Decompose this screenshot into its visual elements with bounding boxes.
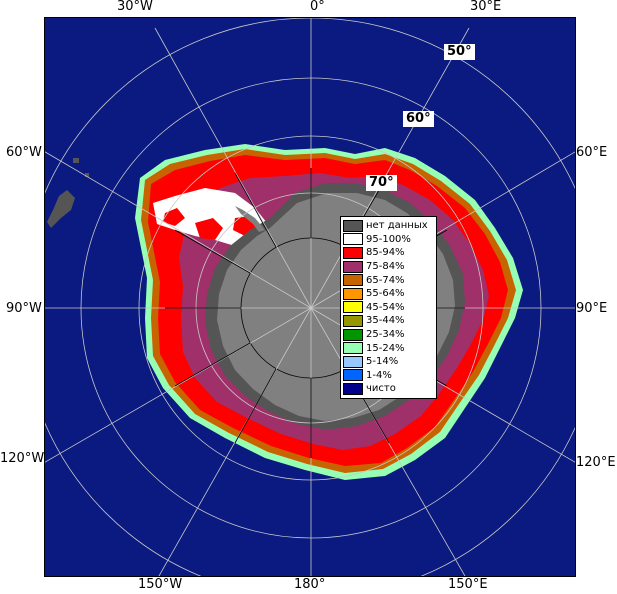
legend-item: чисто (343, 382, 434, 396)
legend-label: нет данных (366, 220, 428, 232)
legend-item: 55-64% (343, 287, 434, 301)
legend-swatch (343, 246, 363, 259)
legend-label: чисто (366, 383, 396, 395)
lat-label-70: 70° (366, 175, 397, 191)
legend-swatch (343, 287, 363, 300)
lon-label-180-bottom: 180° (294, 577, 326, 592)
weddell-red-patches (163, 208, 257, 240)
lon-label-150w-bottom: 150°W (138, 577, 183, 592)
legend-swatch (343, 342, 363, 355)
lon-label-90e-right: 90°E (576, 301, 608, 316)
south-america-land (47, 158, 89, 228)
lon-label-90w-left: 90°W (6, 301, 42, 316)
legend-item: 35-44% (343, 314, 434, 328)
lon-label-120e-right: 120°E (576, 455, 616, 470)
lon-label-30w-top: 30°W (117, 0, 153, 14)
legend-swatch (343, 274, 363, 287)
legend-item: 65-74% (343, 273, 434, 287)
legend-item: 95-100% (343, 233, 434, 247)
lon-label-120w-left: 120°W (0, 451, 45, 466)
legend-swatch (343, 382, 363, 395)
concentration-legend: нет данных 95-100% 85-94% 75-84% 65-74% 55-64… (340, 216, 437, 399)
legend-label: 65-74% (366, 274, 405, 286)
lat-label-50: 50° (444, 44, 475, 60)
legend-label: 1-4% (366, 369, 392, 381)
legend-swatch (343, 328, 363, 341)
legend-label: 55-64% (366, 288, 405, 300)
legend-item: 25-34% (343, 328, 434, 342)
legend-swatch (343, 219, 363, 232)
legend-label: 85-94% (366, 247, 405, 259)
legend-swatch (343, 260, 363, 273)
legend-label: 95-100% (366, 233, 411, 245)
legend-item: 75-84% (343, 260, 434, 274)
legend-swatch (343, 314, 363, 327)
legend-item: нет данных (343, 219, 434, 233)
legend-label: 75-84% (366, 261, 405, 273)
antarctic-peninsula (235, 206, 265, 232)
legend-item: 1-4% (343, 369, 434, 383)
lat-label-60: 60° (403, 111, 434, 127)
legend-swatch (343, 355, 363, 368)
legend-item: 85-94% (343, 246, 434, 260)
legend-item: 15-24% (343, 341, 434, 355)
legend-swatch (343, 233, 363, 246)
sea-ice-map (44, 17, 576, 577)
lon-label-0-top: 0° (310, 0, 325, 14)
legend-label: 35-44% (366, 315, 405, 327)
legend-item: 5-14% (343, 355, 434, 369)
legend-item: 45-54% (343, 301, 434, 315)
lon-label-60e-right: 60°E (576, 145, 608, 160)
legend-label: 5-14% (366, 356, 399, 368)
lon-label-60w-left: 60°W (6, 145, 42, 160)
legend-label: 45-54% (366, 301, 405, 313)
legend-label: 15-24% (366, 342, 405, 354)
legend-swatch (343, 301, 363, 314)
legend-swatch (343, 369, 363, 382)
legend-label: 25-34% (366, 329, 405, 341)
lon-label-30e-top: 30°E (470, 0, 502, 14)
lon-label-150e-bottom: 150°E (448, 577, 488, 592)
